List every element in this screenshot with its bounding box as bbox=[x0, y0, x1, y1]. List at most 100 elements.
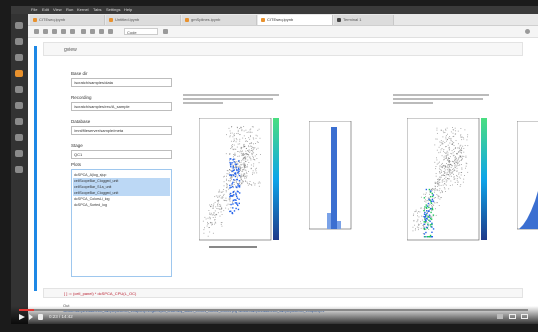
scatter-point bbox=[221, 191, 223, 193]
scatter-point bbox=[241, 147, 243, 149]
cut-icon[interactable] bbox=[52, 29, 57, 34]
plot-option[interactable]: dcSPCA_A|log_s|up bbox=[74, 173, 107, 177]
scatter-point bbox=[449, 185, 451, 186]
tab-citeseq-active[interactable]: CITEseq.ipynb bbox=[258, 15, 333, 25]
tabs-icon[interactable] bbox=[15, 86, 23, 93]
scatter-point bbox=[447, 133, 448, 135]
notebook-toolbar: Code bbox=[28, 26, 538, 38]
scatter-point bbox=[208, 216, 210, 218]
scatter-point bbox=[446, 166, 448, 168]
scatter-point bbox=[435, 168, 437, 170]
menu-kernel[interactable]: Kernel bbox=[77, 7, 89, 12]
base-dir-input[interactable]: /scratch/samples/data bbox=[71, 78, 172, 87]
toc-icon[interactable] bbox=[15, 134, 23, 141]
chevron-down-icon[interactable] bbox=[163, 29, 168, 34]
plot-option[interactable]: cellScopeBar_Clogged_unit bbox=[73, 190, 170, 196]
scatter-point bbox=[256, 172, 258, 174]
scatter-point bbox=[246, 166, 248, 168]
scatter-point bbox=[437, 162, 439, 164]
scatter-point bbox=[445, 138, 447, 140]
scatter-point bbox=[420, 222, 422, 224]
volume-icon[interactable] bbox=[38, 314, 43, 320]
density-point bbox=[232, 159, 234, 161]
settings-icon[interactable] bbox=[497, 314, 503, 319]
gear-icon[interactable] bbox=[15, 150, 23, 157]
fast-forward-icon[interactable] bbox=[108, 29, 113, 34]
scatter-point bbox=[240, 127, 242, 129]
scatter-point bbox=[441, 191, 443, 192]
paste-icon[interactable] bbox=[70, 29, 75, 34]
density-point bbox=[236, 203, 238, 205]
scatter-point bbox=[450, 172, 452, 174]
recording-input[interactable]: /scratch/samples/rec/A_sample bbox=[71, 102, 172, 111]
theater-icon[interactable] bbox=[509, 314, 516, 319]
tab-gmsplines[interactable]: gmSplines.ipynb bbox=[182, 15, 257, 25]
menu-view[interactable]: View bbox=[53, 7, 62, 12]
plot-option[interactable]: dcSPCA_Sorted_log bbox=[74, 203, 107, 207]
plot-option[interactable]: dcSPCA_ColorsLi_log bbox=[74, 197, 110, 201]
running-icon[interactable] bbox=[15, 38, 23, 45]
scatter-point bbox=[454, 178, 456, 180]
folder-icon[interactable] bbox=[15, 22, 23, 29]
scatter-point bbox=[438, 180, 440, 182]
menu-tabs[interactable]: Tabs bbox=[93, 7, 102, 12]
scatter-point bbox=[443, 158, 445, 160]
scatter-point bbox=[445, 179, 447, 181]
cell-type-select[interactable]: Code bbox=[124, 28, 158, 35]
scatter-point bbox=[229, 169, 231, 171]
scatter-point bbox=[233, 195, 235, 197]
play-icon[interactable] bbox=[19, 314, 25, 320]
palette-icon[interactable] bbox=[15, 70, 23, 77]
next-code-cell[interactable]: [ ] := (cell_panel) * dcSPCA_CPU(L_OC) bbox=[43, 288, 523, 298]
extension-icon[interactable] bbox=[15, 102, 23, 109]
density-point bbox=[230, 203, 232, 206]
tab-terminal[interactable]: Terminal 1 bbox=[334, 15, 394, 25]
menu-edit[interactable]: Edit bbox=[42, 7, 49, 12]
scatter-point bbox=[221, 214, 223, 215]
next-icon[interactable] bbox=[29, 314, 33, 320]
plot-option[interactable]: cellScopeBar_Clogged_unit bbox=[73, 178, 170, 184]
scatter-point bbox=[240, 147, 242, 149]
density-point bbox=[236, 169, 238, 172]
database-input[interactable]: /mnt/fileserver/sample/meta bbox=[71, 126, 172, 135]
scatter-point bbox=[254, 147, 256, 149]
commands-icon[interactable] bbox=[15, 54, 23, 61]
scatter-point bbox=[430, 217, 432, 218]
tab-untitled[interactable]: Untitled.ipynb bbox=[106, 15, 181, 25]
stage-dropdown[interactable]: QC1 bbox=[71, 150, 172, 159]
menu-run[interactable]: Run bbox=[66, 7, 74, 12]
save-icon[interactable] bbox=[34, 29, 39, 34]
property-icon[interactable] bbox=[15, 166, 23, 173]
video-progress-bar[interactable] bbox=[19, 309, 528, 311]
plot-option[interactable]: cellScopeBar_S1a_unit bbox=[73, 184, 170, 190]
scatter-point bbox=[233, 182, 235, 184]
scatter-point bbox=[433, 201, 435, 203]
scatter-point bbox=[420, 221, 421, 223]
scatter-point bbox=[459, 156, 461, 158]
scatter-point bbox=[448, 178, 450, 180]
menu-help[interactable]: Help bbox=[124, 7, 133, 12]
scatter-point bbox=[252, 147, 254, 148]
stop-icon[interactable] bbox=[90, 29, 95, 34]
restart-icon[interactable] bbox=[99, 29, 104, 34]
copy-icon[interactable] bbox=[61, 29, 66, 34]
scatter-point bbox=[436, 138, 438, 140]
code-cell[interactable]: gview bbox=[43, 42, 523, 56]
menu-settings[interactable]: Settings bbox=[106, 7, 121, 12]
scatter-point bbox=[427, 203, 429, 205]
run-icon[interactable] bbox=[81, 29, 86, 34]
tab-citeseq-1[interactable]: CITEseq.ipynb bbox=[30, 15, 105, 25]
fullscreen-icon[interactable] bbox=[521, 314, 528, 319]
add-cell-icon[interactable] bbox=[43, 29, 48, 34]
debug-icon[interactable] bbox=[15, 118, 23, 125]
plots-multiselect[interactable]: dcSPCA_A|log_s|up cellScopeBar_Clogged_u… bbox=[71, 169, 172, 277]
scatter-point bbox=[245, 161, 247, 163]
menu-file[interactable]: File bbox=[31, 7, 38, 12]
scatter-point bbox=[234, 158, 236, 160]
scatter-point bbox=[466, 163, 468, 165]
scatter-point bbox=[227, 203, 229, 205]
scatter-point bbox=[463, 147, 465, 149]
video-progress-fill bbox=[19, 309, 35, 311]
density-point bbox=[424, 216, 426, 218]
scatter-point bbox=[442, 165, 444, 166]
